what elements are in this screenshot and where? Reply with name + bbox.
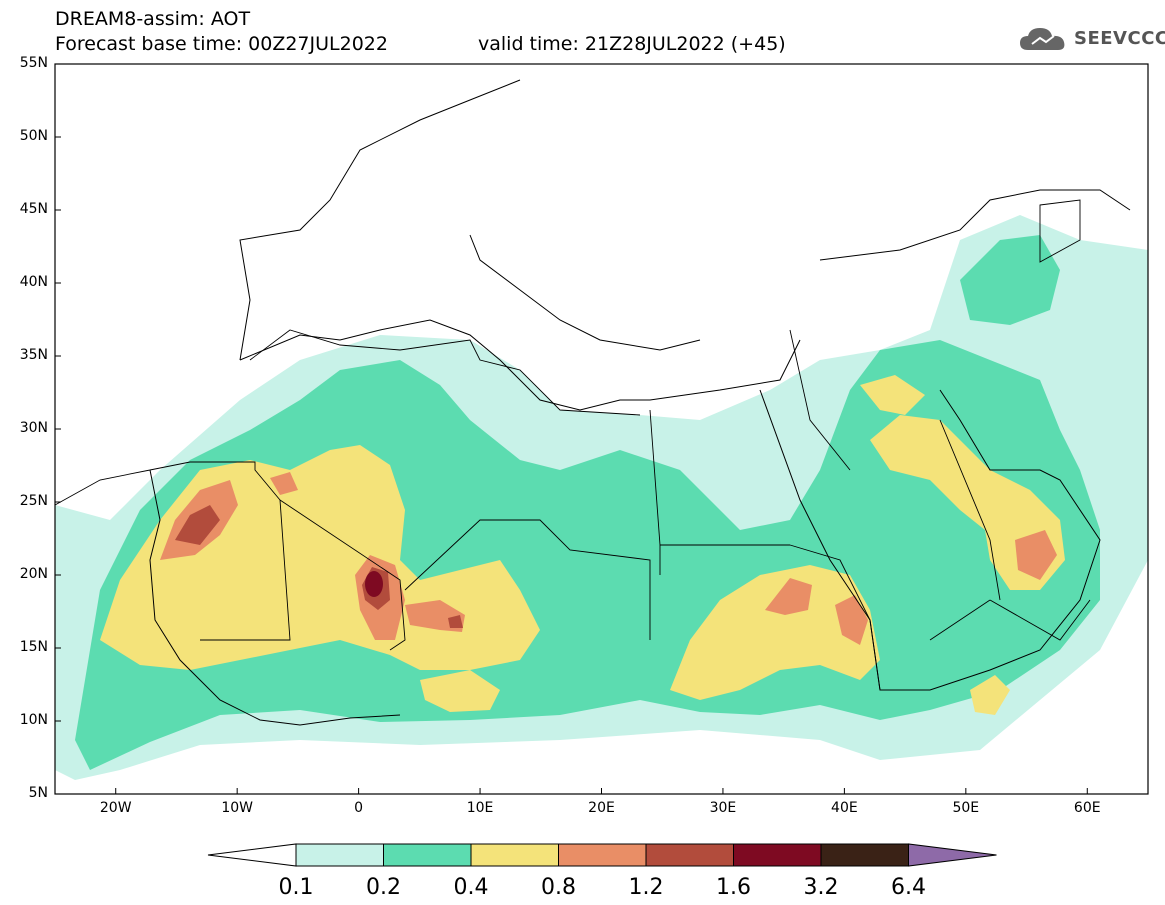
- colorbar-segment: [733, 843, 822, 867]
- colorbar-segment: [295, 843, 384, 867]
- cloud-icon: [1020, 28, 1065, 50]
- colorbar-label: 0.8: [541, 875, 576, 900]
- lat-label: 35N: [19, 347, 48, 363]
- aot-band-0.4-chad: [420, 670, 500, 712]
- valid-time: valid time: 21Z28JUL2022 (+45): [478, 33, 786, 55]
- lat-label: 20N: [19, 566, 48, 582]
- colorbar-label: 6.4: [891, 875, 926, 900]
- map-title: DREAM8-assim: AOT: [55, 8, 251, 30]
- aot-band-0.4-iraq: [860, 375, 925, 415]
- lat-label: 15N: [19, 639, 48, 655]
- lat-label: 50N: [19, 128, 48, 144]
- aot-band-0.8-oman: [1015, 530, 1057, 580]
- lon-label: 0: [354, 800, 364, 816]
- colorbar-label: 0.4: [453, 875, 489, 900]
- aot-band-1.6-mali: [365, 571, 383, 597]
- colorbar-label: 3.2: [803, 875, 839, 900]
- coastlines: [149, 79, 1131, 726]
- colorbar-segment: [383, 843, 472, 867]
- colorbar-segment: [820, 843, 909, 867]
- colorbar-low-arrow: [207, 843, 297, 867]
- colorbar-segment: [645, 843, 734, 867]
- lon-label: 60E: [1073, 800, 1101, 816]
- lon-label: 10W: [221, 800, 253, 816]
- colorbar-high-arrow: [908, 843, 997, 867]
- colorbar-segment: [470, 843, 559, 867]
- colorbar: [207, 843, 997, 867]
- lon-label: 50E: [952, 800, 980, 816]
- seevccc-logo: SEEVCCC: [1018, 20, 1165, 60]
- colorbar-label: 0.2: [366, 875, 401, 900]
- forecast-base-time: Forecast base time: 00Z27JUL2022: [55, 33, 388, 55]
- lat-label: 30N: [19, 420, 48, 436]
- lon-label: 20W: [99, 800, 132, 816]
- lat-label: 40N: [19, 274, 48, 290]
- aot-band-0.4-yemen: [970, 675, 1010, 715]
- aot-band-0.8-eritrea: [835, 595, 868, 645]
- aot-band-0.2-caspian: [960, 235, 1060, 325]
- logo-text: SEEVCCC: [1074, 28, 1165, 49]
- aot-band-1.2-niger: [448, 615, 463, 628]
- aot-band-0.4-sudan: [670, 565, 880, 700]
- lat-label: 10N: [19, 712, 48, 728]
- aot-band-0.8-sudan: [765, 578, 812, 615]
- colorbar-label: 0.1: [278, 875, 314, 900]
- axis-ticks: [55, 63, 1088, 795]
- lon-label: 10E: [466, 800, 494, 816]
- colorbar-segment: [558, 843, 647, 867]
- lat-label: 25N: [19, 493, 48, 509]
- lat-label: 55N: [19, 55, 48, 71]
- lon-label: 40E: [831, 800, 858, 816]
- colorbar-label: 1.2: [628, 875, 664, 900]
- aot-band-0.8-wsahara: [270, 472, 298, 495]
- aot-field: [55, 79, 1148, 780]
- lat-label: 5N: [28, 785, 48, 801]
- colorbar-label: 1.6: [716, 875, 751, 900]
- lat-label: 45N: [19, 201, 48, 217]
- aot-band-1.2-mauritania: [175, 505, 220, 545]
- lon-label: 30E: [709, 800, 737, 816]
- lon-label: 20E: [588, 800, 615, 816]
